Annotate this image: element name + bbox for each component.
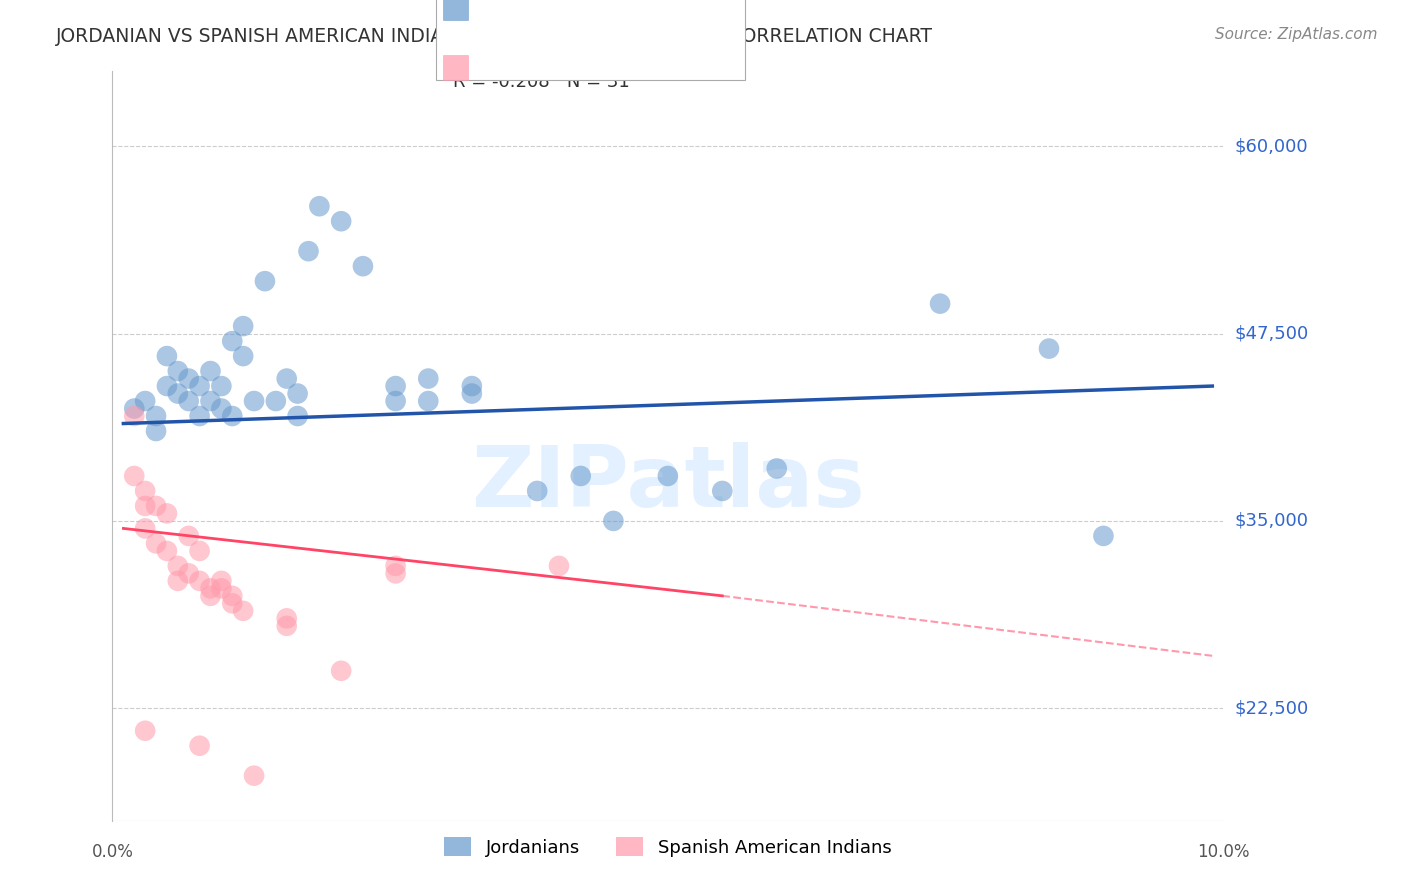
Point bbox=[122, 469, 145, 483]
Point bbox=[1092, 529, 1115, 543]
Point bbox=[461, 386, 484, 401]
Point bbox=[200, 394, 222, 409]
Point bbox=[134, 483, 156, 498]
Point bbox=[711, 483, 734, 498]
Point bbox=[200, 589, 222, 603]
Point bbox=[209, 401, 232, 416]
Point bbox=[122, 409, 145, 423]
Point bbox=[134, 499, 156, 513]
Point bbox=[384, 394, 406, 409]
Point bbox=[177, 566, 200, 581]
Point bbox=[209, 379, 232, 393]
Point bbox=[122, 401, 145, 416]
Text: R = -0.208   N = 31: R = -0.208 N = 31 bbox=[453, 73, 630, 91]
Point bbox=[602, 514, 624, 528]
Point bbox=[156, 544, 179, 558]
Point bbox=[209, 582, 232, 596]
Point bbox=[134, 723, 156, 738]
Legend: Jordanians, Spanish American Indians: Jordanians, Spanish American Indians bbox=[437, 830, 898, 864]
Point bbox=[929, 296, 952, 310]
Point bbox=[1038, 342, 1060, 356]
Point bbox=[221, 596, 243, 610]
Text: ZIPatlas: ZIPatlas bbox=[471, 442, 865, 525]
Point bbox=[221, 334, 243, 348]
Point bbox=[264, 394, 287, 409]
Point bbox=[145, 499, 167, 513]
Point bbox=[156, 507, 179, 521]
Point bbox=[156, 349, 179, 363]
Text: 0.0%: 0.0% bbox=[91, 843, 134, 861]
Point bbox=[384, 558, 406, 573]
Point bbox=[188, 544, 211, 558]
Point bbox=[177, 394, 200, 409]
Text: Source: ZipAtlas.com: Source: ZipAtlas.com bbox=[1215, 27, 1378, 42]
Point bbox=[232, 604, 254, 618]
Point bbox=[253, 274, 276, 288]
Point bbox=[384, 379, 406, 393]
Point bbox=[287, 409, 309, 423]
Point bbox=[177, 529, 200, 543]
Text: $22,500: $22,500 bbox=[1234, 699, 1309, 717]
Point bbox=[145, 424, 167, 438]
Point bbox=[221, 409, 243, 423]
Point bbox=[156, 379, 179, 393]
Point bbox=[418, 371, 440, 385]
Point bbox=[166, 364, 188, 378]
Point bbox=[134, 521, 156, 535]
Point bbox=[243, 394, 266, 409]
Point bbox=[209, 574, 232, 588]
Point bbox=[657, 469, 679, 483]
Point bbox=[200, 582, 222, 596]
Point bbox=[232, 349, 254, 363]
Point bbox=[166, 386, 188, 401]
Text: $35,000: $35,000 bbox=[1234, 512, 1308, 530]
Point bbox=[276, 611, 298, 625]
Point bbox=[145, 536, 167, 550]
Point bbox=[352, 259, 374, 273]
Point bbox=[330, 214, 353, 228]
Point bbox=[297, 244, 319, 259]
Point bbox=[232, 319, 254, 334]
Point bbox=[308, 199, 330, 213]
Text: JORDANIAN VS SPANISH AMERICAN INDIAN MEDIAN FEMALE EARNINGS CORRELATION CHART: JORDANIAN VS SPANISH AMERICAN INDIAN MED… bbox=[56, 27, 934, 45]
Point bbox=[461, 379, 484, 393]
Point bbox=[765, 461, 787, 475]
Point bbox=[134, 394, 156, 409]
Point bbox=[188, 574, 211, 588]
Point bbox=[166, 558, 188, 573]
Point bbox=[200, 364, 222, 378]
Point bbox=[526, 483, 548, 498]
Point bbox=[569, 469, 592, 483]
Point bbox=[287, 386, 309, 401]
Text: 10.0%: 10.0% bbox=[1197, 843, 1250, 861]
Point bbox=[330, 664, 353, 678]
Point bbox=[243, 769, 266, 783]
Point bbox=[188, 379, 211, 393]
Point bbox=[276, 371, 298, 385]
Point bbox=[188, 739, 211, 753]
Point bbox=[276, 619, 298, 633]
Text: $60,000: $60,000 bbox=[1234, 137, 1308, 155]
Point bbox=[221, 589, 243, 603]
Text: $47,500: $47,500 bbox=[1234, 325, 1309, 343]
Point bbox=[548, 558, 571, 573]
Point bbox=[418, 394, 440, 409]
Point bbox=[384, 566, 406, 581]
Text: R =  0.052   N = 44: R = 0.052 N = 44 bbox=[453, 7, 628, 25]
Point bbox=[166, 574, 188, 588]
Point bbox=[188, 409, 211, 423]
Point bbox=[145, 409, 167, 423]
Point bbox=[177, 371, 200, 385]
